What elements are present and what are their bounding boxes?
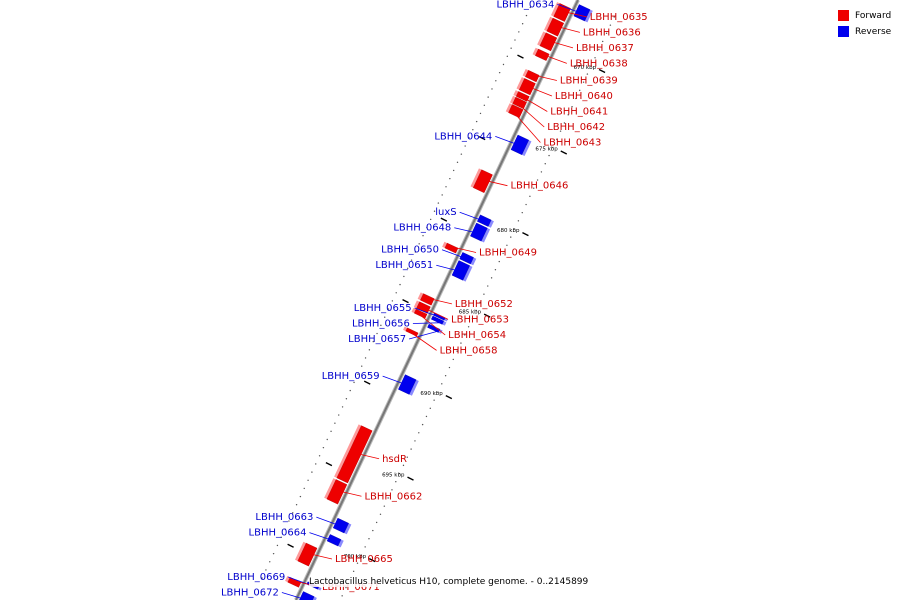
gene-feature-LBHH_0646[interactable]	[470, 168, 493, 194]
scale-ticks: 670 kbp 675 kbp 680 kbp 685 kbp 690 kbp 695 k…	[261, 6, 615, 597]
gene-label-LBHH_0648[interactable]: LBHH_0648	[393, 223, 451, 234]
gene-label-LBHH_0640[interactable]: LBHH_0640	[555, 91, 613, 102]
gene-label-LBHH_0644[interactable]: LBHH_0644	[434, 131, 492, 142]
gene-label-LBHH_0657[interactable]: LBHH_0657	[348, 334, 406, 345]
gene-label-LBHH_0636[interactable]: LBHH_0636	[583, 27, 641, 38]
gene-label-LBHH_0653[interactable]: LBHH_0653	[451, 314, 509, 325]
strand-legend: Forward Reverse	[838, 8, 891, 40]
gene-feature-LBHH_0644[interactable]	[510, 134, 532, 157]
gene-feature-LBHH_0654[interactable]	[411, 307, 428, 319]
gene-label-LBHH_0650[interactable]: LBHH_0650	[381, 245, 439, 256]
legend-label-forward: Forward	[855, 10, 892, 21]
gene-feature-LBHH_0663[interactable]	[332, 517, 352, 535]
legend-item-reverse: Reverse	[838, 24, 891, 39]
gene-feature-LBHH_0642[interactable]	[509, 95, 527, 110]
gene-label-LBHH_0672[interactable]: LBHH_0672	[221, 588, 279, 599]
scale-tick-label: 690 kbp	[420, 391, 443, 397]
gene-feature-LBHH_0656[interactable]	[431, 315, 447, 326]
gene-feature-LBHH_0649[interactable]	[442, 241, 459, 254]
gene-labels[interactable]: LBHH_0634 LBHH_0635 LBHH_0636 LBHH_0637 LBHH…	[221, 0, 648, 599]
gene-feature-LBHH_0662[interactable]	[324, 478, 348, 505]
gene-label-LBHH_0656[interactable]: LBHH_0656	[352, 319, 410, 330]
gene-label-LBHH_0639[interactable]: LBHH_0639	[560, 76, 618, 87]
legend-item-forward: Forward	[838, 8, 891, 23]
gene-label-LBHH_0659[interactable]: LBHH_0659	[322, 371, 380, 382]
scale-tick-label: 680 kbp	[497, 228, 520, 234]
gene-label-LBHH_0665[interactable]: LBHH_0665	[335, 554, 393, 565]
gene-label-hsdR[interactable]: hsdR	[382, 454, 407, 465]
gene-label-LBHH_0651[interactable]: LBHH_0651	[375, 260, 433, 271]
gene-feature-LBHH_0658[interactable]	[403, 326, 419, 337]
scale-tick-label: 685 kbp	[459, 310, 482, 316]
gene-label-LBHH_0663[interactable]: LBHH_0663	[255, 512, 313, 523]
genome-caption: Lactobacillus helveticus H10, complete g…	[309, 577, 589, 587]
forward-swatch	[838, 10, 849, 21]
gene-label-LBHH_0634[interactable]: LBHH_0634	[496, 0, 554, 10]
gene-label-LBHH_0649[interactable]: LBHH_0649	[479, 248, 537, 259]
scale-tick-label: 670 kbp	[574, 65, 597, 71]
scale-tick-label: 700 kbp	[344, 554, 367, 560]
gene-label-luxS[interactable]: luxS	[435, 207, 456, 218]
gene-feature-LBHH_0643[interactable]	[505, 103, 524, 119]
gene-feature-LBHH_0638[interactable]	[532, 47, 550, 61]
gene-label-LBHH_0669[interactable]: LBHH_0669	[227, 572, 285, 583]
gene-label-LBHH_0637[interactable]: LBHH_0637	[576, 43, 634, 54]
gene-label-LBHH_0652[interactable]: LBHH_0652	[455, 299, 513, 310]
gene-label-LBHH_0662[interactable]: LBHH_0662	[364, 491, 422, 502]
gene-label-LBHH_0643[interactable]: LBHH_0643	[543, 138, 601, 149]
gene-features[interactable]	[285, 2, 593, 600]
gene-label-LBHH_0641[interactable]: LBHH_0641	[550, 107, 608, 118]
gene-feature-LBHH_0664[interactable]	[326, 534, 344, 548]
gene-feature-LBHH_0651[interactable]	[451, 260, 473, 282]
gene-feature-hsdR[interactable]	[334, 424, 373, 484]
gene-feature-LBHH_0639[interactable]	[522, 68, 540, 83]
gene-label-LBHH_0655[interactable]: LBHH_0655	[354, 303, 412, 314]
reverse-swatch	[838, 26, 849, 37]
gene-label-LBHH_0635[interactable]: LBHH_0635	[590, 12, 648, 23]
gene-label-LBHH_0646[interactable]: LBHH_0646	[510, 181, 568, 192]
gene-feature-LBHH_0637[interactable]	[537, 31, 558, 52]
gene-label-LBHH_0638[interactable]: LBHH_0638	[570, 58, 628, 69]
gene-feature-LBHH_0636[interactable]	[544, 16, 565, 37]
legend-label-reverse: Reverse	[855, 26, 892, 37]
gene-label-LBHH_0671[interactable]: LBHH_0671	[322, 582, 380, 593]
gene-feature-LBHH_0665[interactable]	[295, 541, 318, 567]
gene-label-LBHH_0642[interactable]: LBHH_0642	[547, 122, 605, 133]
gene-feature-LBHH_0659[interactable]	[398, 374, 419, 396]
label-leader-lines	[281, 3, 588, 600]
gene-label-LBHH_0658[interactable]: LBHH_0658	[440, 345, 498, 356]
gene-label-LBHH_0654[interactable]: LBHH_0654	[448, 330, 506, 341]
gene-label-LBHH_0664[interactable]: LBHH_0664	[249, 528, 307, 539]
scale-tick-label: 675 kbp	[535, 147, 558, 153]
gene-feature-LBHH_0652[interactable]	[417, 292, 435, 306]
scale-tick-label: 695 kbp	[382, 473, 405, 479]
